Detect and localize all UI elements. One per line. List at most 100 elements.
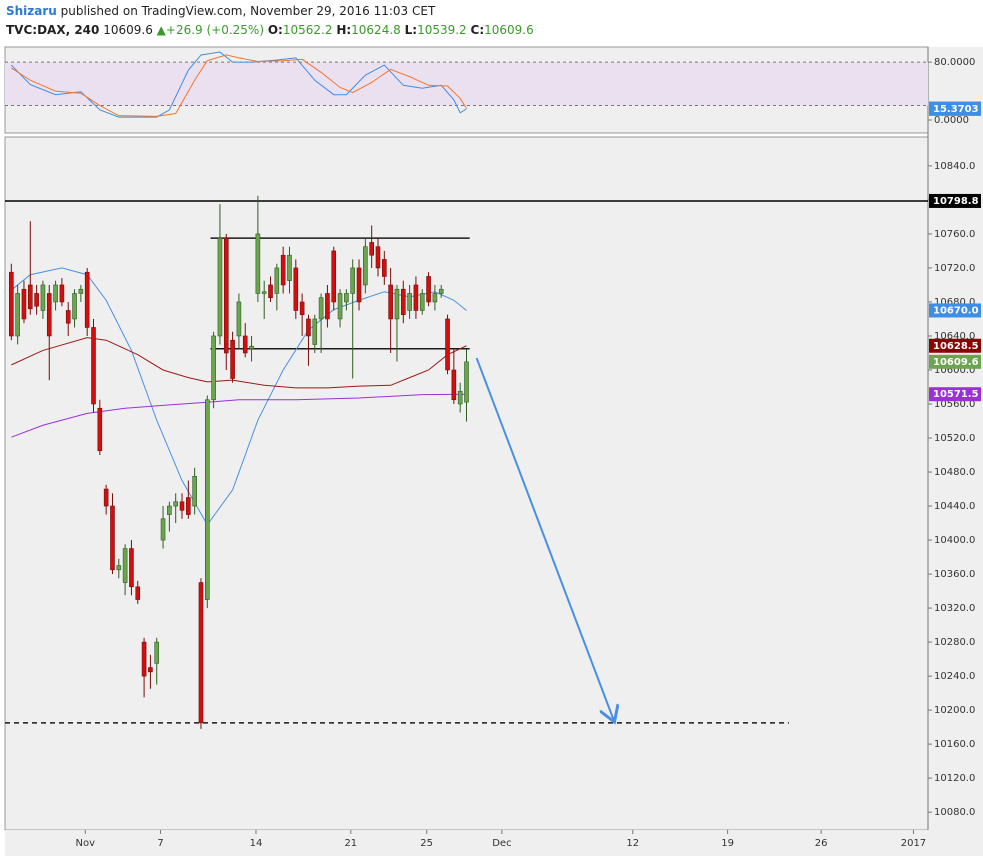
- candle-body: [72, 293, 77, 320]
- candle-body: [65, 310, 71, 324]
- candle-body: [394, 288, 400, 320]
- price-label-box: [929, 354, 981, 369]
- candle-body: [280, 254, 286, 286]
- candle-body: [261, 291, 267, 294]
- x-tick-label: 25: [420, 838, 433, 849]
- candle-body: [179, 501, 185, 511]
- price-label: 10798.8: [933, 196, 979, 207]
- symbol: TVC:DAX, 240: [6, 23, 100, 37]
- header: Shizaru published on TradingView.com, No…: [6, 2, 534, 40]
- candle-body: [388, 284, 393, 320]
- line-series: [11, 337, 467, 389]
- candle-body: [148, 667, 153, 673]
- candle-body: [438, 288, 444, 294]
- high: 10624.8: [351, 23, 401, 37]
- candle-body: [356, 267, 362, 303]
- candle-body: [91, 327, 96, 405]
- candle-body: [9, 271, 14, 337]
- y-tick-label: 10520.0: [934, 433, 975, 444]
- l-label: L:: [404, 23, 418, 37]
- y-tick-label: 10440.0: [934, 501, 975, 512]
- candle-body: [400, 288, 406, 316]
- candle-body: [287, 254, 292, 282]
- x-tick-label: 19: [721, 838, 734, 849]
- change: +26.9 (+0.25%): [165, 23, 265, 37]
- y-tick-label: 80.0000: [934, 57, 975, 68]
- candle-body: [217, 237, 223, 337]
- candle-body: [173, 501, 178, 507]
- x-tick-label: Nov: [76, 838, 96, 849]
- header-line: TVC:DAX, 240 10609.6 ▲+26.9 (+0.25%) O: 1…: [6, 21, 534, 40]
- price-label-box: [929, 338, 981, 353]
- candle-body: [78, 288, 84, 294]
- candle-body: [407, 293, 412, 311]
- candle-body: [40, 284, 46, 311]
- candle-body: [103, 488, 109, 507]
- y-tick-label: 10360.0: [934, 569, 975, 580]
- candle-body: [59, 284, 65, 303]
- price-axis: [928, 47, 983, 830]
- candle-body: [192, 475, 197, 507]
- y-tick-label: 10160.0: [934, 739, 975, 750]
- time-axis: [5, 830, 983, 856]
- price-label-box: [929, 387, 981, 402]
- candle-body: [236, 301, 242, 337]
- candle-body: [230, 339, 235, 379]
- price-label: 15.3703: [933, 104, 979, 115]
- candle-body: [363, 246, 368, 286]
- candle-body: [27, 284, 33, 310]
- candle-body: [198, 582, 204, 724]
- y-tick-label: 10080.0: [934, 807, 975, 818]
- y-tick-label: 10120.0: [934, 773, 975, 784]
- y-tick-label: 10560.0: [934, 399, 975, 410]
- y-tick-label: 10640.0: [934, 331, 975, 342]
- candle-body: [268, 284, 273, 299]
- candle-body: [97, 407, 103, 452]
- candle-body: [223, 237, 229, 354]
- candle-body: [369, 242, 374, 256]
- candle-body: [21, 288, 27, 320]
- y-tick-label: 10720.0: [934, 263, 975, 274]
- candle-body: [432, 293, 438, 303]
- candle-body: [249, 345, 254, 350]
- y-tick-label: 10240.0: [934, 671, 975, 682]
- y-tick-label: 10280.0: [934, 637, 975, 648]
- x-tick-label: 12: [626, 838, 639, 849]
- y-tick-label: 0.0000: [934, 115, 969, 126]
- price-label: 10609.6: [933, 357, 979, 368]
- x-tick-label: 26: [815, 838, 828, 849]
- up-icon: ▲: [156, 23, 166, 37]
- price-label-box: [929, 193, 981, 208]
- candle-body: [53, 284, 58, 303]
- candle-body: [419, 293, 425, 311]
- candle-body: [457, 390, 463, 405]
- x-tick-label: Dec: [492, 838, 511, 849]
- candle-body: [426, 276, 431, 303]
- candle-body: [255, 233, 261, 294]
- candle-body: [205, 399, 210, 600]
- candle-body: [299, 301, 305, 316]
- y-tick-label: 10320.0: [934, 603, 975, 614]
- close: 10609.6: [484, 23, 534, 37]
- x-tick-label: 14: [250, 838, 263, 849]
- band: [5, 62, 928, 106]
- x-tick-label: 21: [344, 838, 357, 849]
- price-label: 10628.5: [933, 341, 979, 352]
- h-label: H:: [336, 23, 352, 37]
- candle-body: [331, 250, 337, 303]
- candle-body: [15, 293, 20, 337]
- candle-body: [451, 369, 457, 401]
- candle-body: [84, 271, 90, 328]
- c-label: C:: [470, 23, 485, 37]
- y-tick-label: 10840.0: [934, 161, 975, 172]
- last: 10609.6: [103, 23, 153, 37]
- candle-body: [135, 586, 141, 600]
- candle-body: [110, 505, 115, 571]
- candle-body: [344, 293, 349, 303]
- author[interactable]: Shizaru: [6, 4, 57, 18]
- o-label: O:: [267, 23, 283, 37]
- y-tick-label: 10400.0: [934, 535, 975, 546]
- candle-body: [167, 505, 172, 515]
